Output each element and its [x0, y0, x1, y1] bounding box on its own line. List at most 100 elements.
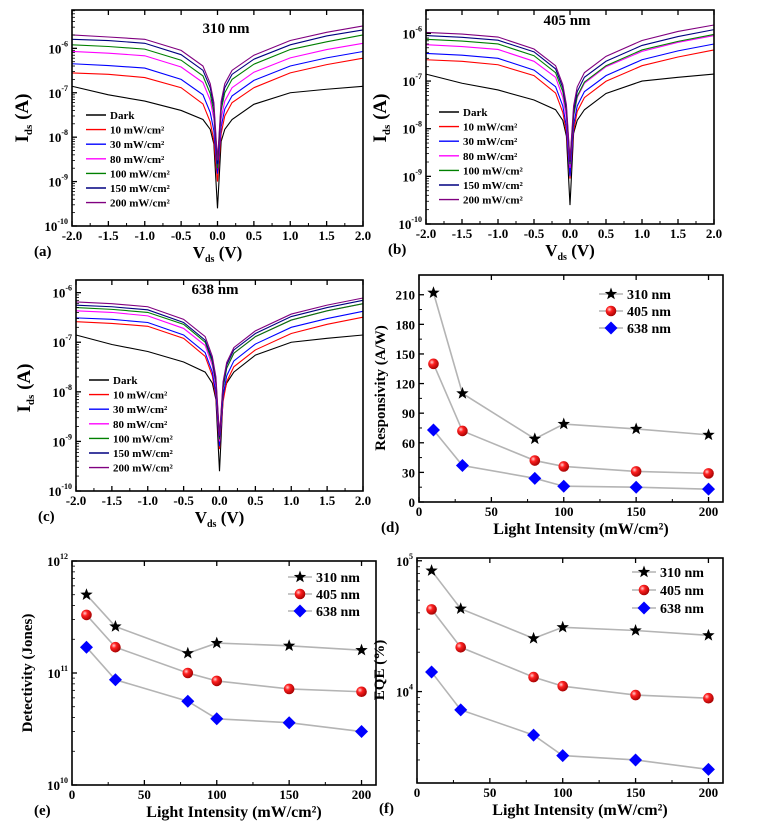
- legend-label: 100 mW/cm²: [463, 165, 524, 177]
- series-line-10-mw-cm-: [425, 49, 715, 179]
- panel-f: 0 50 100 150 200 104 105 (f) Light Intensity (mW…: [372, 552, 724, 819]
- y-label-sub: ds: [23, 124, 35, 135]
- x-tick-label: 200: [699, 785, 719, 800]
- y-tick-label: 60: [402, 436, 415, 451]
- diamond-marker: [293, 604, 307, 618]
- series-group: [71, 25, 364, 209]
- legend-item: 150 mW/cm²: [89, 448, 174, 460]
- panel-label: (e): [34, 803, 51, 819]
- diamond-marker: [282, 716, 296, 730]
- y-tick-label: 104: [396, 683, 413, 700]
- star-marker: [210, 636, 223, 649]
- star-marker: [528, 432, 541, 445]
- legend-label: 80 mW/cm²: [463, 151, 518, 163]
- legend-item: 10 mW/cm²: [439, 122, 518, 134]
- panel-label: (c): [38, 509, 55, 525]
- legend-label: 30 mW/cm²: [463, 136, 518, 148]
- series-line-200-mw-cm-: [71, 25, 364, 161]
- series-line-310-nm: [432, 292, 709, 440]
- legend-label: 200 mW/cm²: [110, 198, 171, 210]
- star-marker: [629, 422, 643, 435]
- y-tick-label: 10-10: [398, 215, 422, 232]
- x-axis-label: Light Intensity (mW/cm²): [493, 521, 668, 538]
- x-tick-label: 1.0: [634, 226, 650, 241]
- circle-marker: [211, 675, 223, 687]
- series-line-dark: [425, 73, 715, 206]
- circle-marker: [703, 692, 714, 704]
- y-label-sub: ds: [25, 394, 37, 405]
- x-tick-label: -0.5: [171, 228, 192, 243]
- star-marker: [629, 624, 642, 636]
- series-line-310-nm: [85, 594, 362, 655]
- legend-label: 638 nm: [627, 322, 671, 337]
- diamond-marker: [454, 703, 468, 717]
- legend-item: 10 mW/cm²: [89, 390, 168, 402]
- x-axis-label: Vds (V): [193, 243, 243, 265]
- x-label-unit: (V): [567, 241, 595, 260]
- diamond-marker: [637, 601, 651, 615]
- legend-item: 310 nm: [288, 570, 360, 586]
- y-axis-label: Ids (A): [14, 364, 37, 413]
- x-label-unit: (V): [216, 508, 244, 527]
- legend-item: 100 mW/cm²: [86, 168, 171, 180]
- panel-c: -2.0 -1.5 -1.0 -0.5 0.0 0.5 1.0 1.5 2.0 10-10 10-9…: [14, 279, 371, 530]
- y-tick-label: 90: [402, 406, 415, 421]
- legend-item: 200 mW/cm²: [89, 463, 174, 475]
- panel-label: (f): [379, 801, 394, 817]
- legend-label: Dark: [113, 375, 138, 387]
- diamond-marker: [527, 728, 541, 742]
- x-label-sub: ds: [557, 252, 567, 263]
- legend-label: 150 mW/cm²: [110, 183, 171, 195]
- panel-title: 310 nm: [202, 21, 250, 37]
- y-tick-label: 10-10: [48, 482, 72, 499]
- panel-title: 405 nm: [543, 13, 591, 29]
- legend-label: 200 mW/cm²: [113, 463, 174, 475]
- diamond-marker: [629, 753, 643, 767]
- x-tick-label: 1.5: [670, 226, 687, 241]
- panel-d: 0 50 100 150 200 0 30 60 90 120 150 180 210 (d) Light …: [373, 274, 724, 538]
- plot-frame: [416, 557, 724, 784]
- legend-item: 405 nm: [632, 584, 704, 599]
- circle-marker: [528, 671, 539, 683]
- x-tick-label: 0.5: [246, 228, 263, 243]
- legend-item: 150 mW/cm²: [439, 180, 524, 192]
- legend-item: 638 nm: [632, 601, 704, 617]
- circle-marker: [630, 689, 641, 701]
- circle-marker: [81, 609, 92, 621]
- series-line-dark: [71, 85, 364, 209]
- legend-item: 310 nm: [599, 287, 671, 303]
- y-axis-label: Detectivity (Jones): [20, 614, 36, 733]
- legend-label: Dark: [110, 110, 135, 122]
- series-group: [425, 564, 715, 776]
- x-axis-label: Light Intensity (mW/cm²): [492, 802, 667, 819]
- legend: Dark 10 mW/cm² 30 mW/cm² 80 mW/cm² 100 mW/cm…: [86, 110, 171, 210]
- series-line-638-nm: [430, 671, 709, 771]
- x-tick-label: 50: [483, 785, 496, 800]
- x-tick-label: 0: [416, 504, 423, 519]
- circle-marker: [455, 642, 467, 653]
- y-tick-label: 10-8: [402, 120, 422, 137]
- x-tick-label: 150: [626, 504, 646, 519]
- y-tick-label: 10-8: [52, 383, 72, 400]
- x-tick-label: 0: [69, 787, 76, 802]
- legend-item: 30 mW/cm²: [439, 136, 518, 148]
- circle-marker: [457, 425, 468, 437]
- diamond-marker: [455, 458, 469, 472]
- legend-label: 405 nm: [660, 584, 704, 599]
- circle-marker: [110, 641, 121, 653]
- diamond-marker: [629, 480, 643, 494]
- series-line-150-mw-cm-: [75, 299, 364, 438]
- x-tick-label: 0: [414, 785, 421, 800]
- diamond-marker: [79, 640, 93, 654]
- series-line-638-nm: [85, 646, 362, 733]
- star-marker: [181, 646, 194, 659]
- diamond-marker: [425, 665, 439, 679]
- legend-item: 100 mW/cm²: [439, 165, 524, 177]
- x-tick-label: -1.5: [452, 226, 473, 241]
- y-tick-label: 30: [402, 465, 415, 480]
- star-marker: [355, 643, 368, 656]
- star-marker: [702, 628, 715, 641]
- series-line-30-mw-cm-: [75, 310, 364, 447]
- legend: 310 nm 405 nm 638 nm: [632, 565, 704, 617]
